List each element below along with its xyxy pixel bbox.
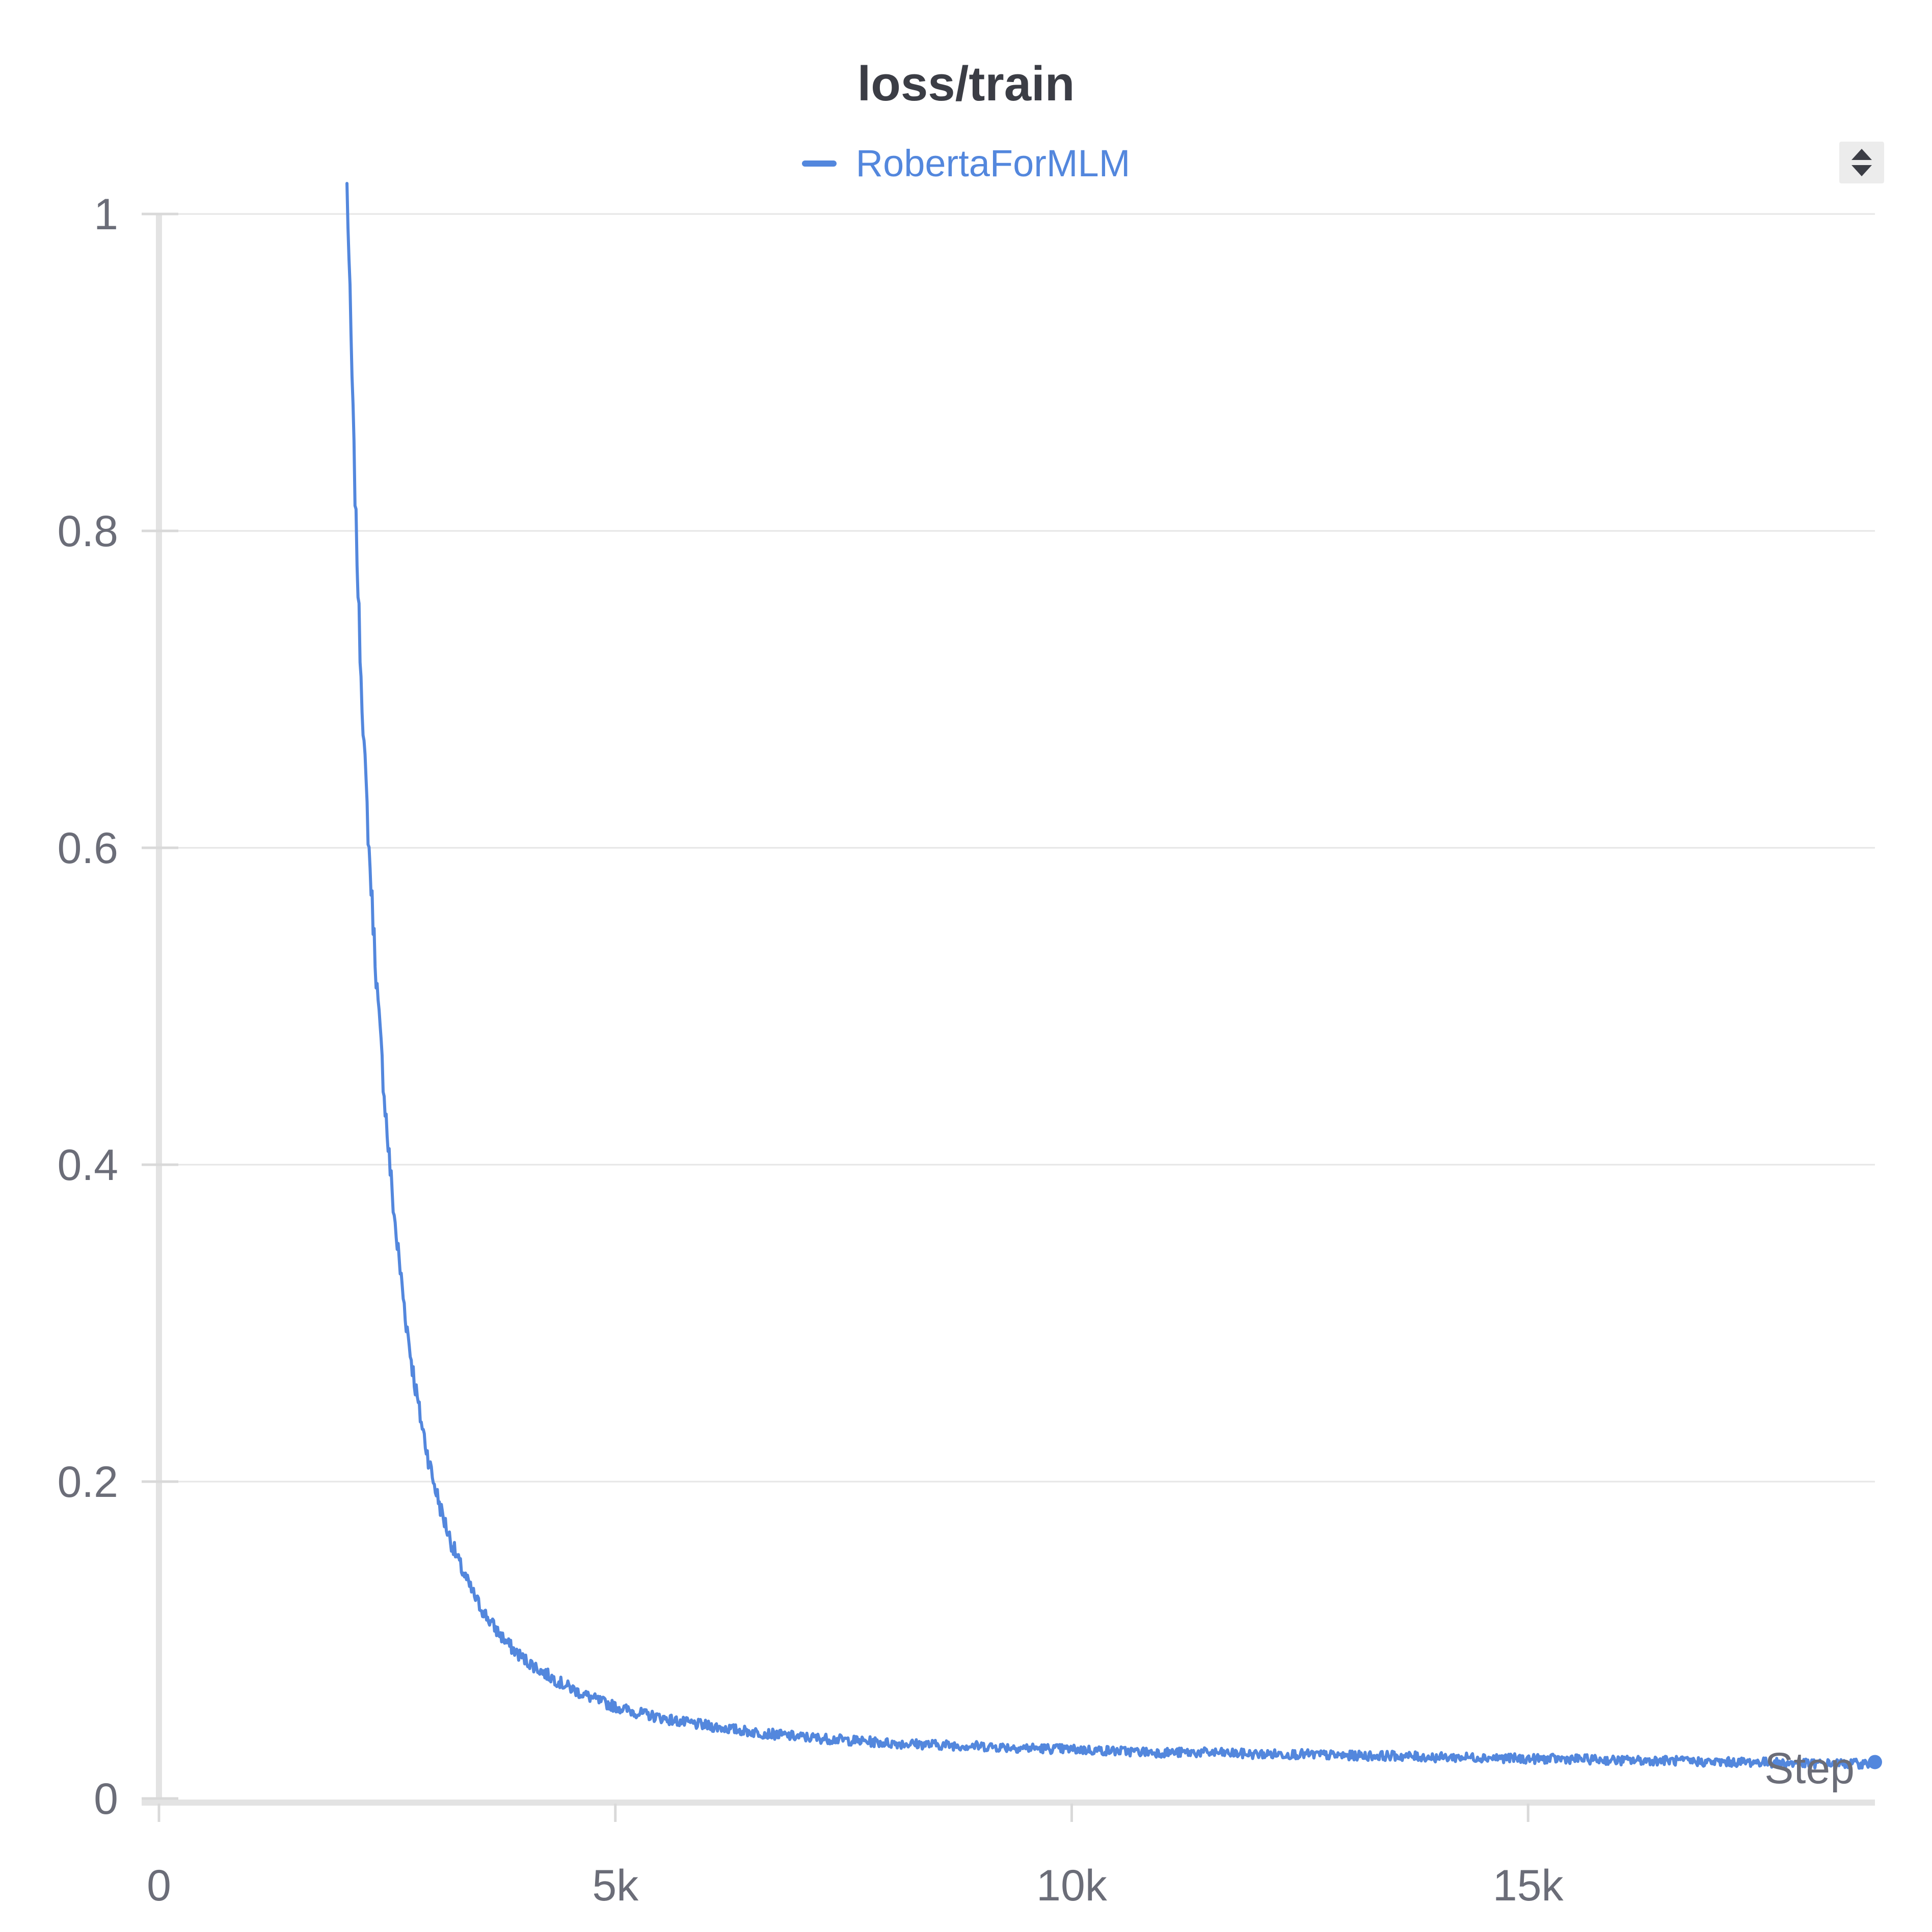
y-tick-labels: 0 0.2 0.4 0.6 0.8 1 bbox=[57, 190, 118, 1823]
x-tick-label: 5k bbox=[592, 1861, 639, 1910]
y-tick-label: 0 bbox=[94, 1775, 118, 1823]
grid-lines bbox=[159, 213, 1875, 1483]
x-axis-label: Step bbox=[1764, 1744, 1855, 1793]
chart-title: loss/train bbox=[857, 57, 1075, 111]
legend: RobertaForMLM bbox=[0, 142, 1932, 185]
x-tick-label: 10k bbox=[1036, 1861, 1108, 1910]
series-layer bbox=[345, 182, 1882, 1770]
x-tick-label: 15k bbox=[1493, 1861, 1564, 1910]
series-last-point bbox=[1868, 1755, 1882, 1769]
x-tick-labels: 0 5k 10k 15k bbox=[147, 1861, 1564, 1910]
y-tick-label: 0.6 bbox=[57, 824, 118, 873]
series-line-robertaformlm bbox=[345, 182, 1876, 1770]
x-tick-label: 0 bbox=[147, 1861, 171, 1910]
sort-up-down-icon bbox=[1852, 149, 1872, 176]
y-tick-label: 0.4 bbox=[57, 1141, 118, 1190]
legend-swatch bbox=[801, 160, 837, 167]
y-tick-label: 0.2 bbox=[57, 1458, 118, 1507]
sort-button[interactable] bbox=[1839, 142, 1884, 183]
legend-label[interactable]: RobertaForMLM bbox=[855, 142, 1131, 184]
tick-marks bbox=[142, 212, 1530, 1822]
axes bbox=[142, 214, 1875, 1806]
y-tick-label: 1 bbox=[94, 190, 118, 239]
y-tick-label: 0.8 bbox=[57, 507, 118, 556]
